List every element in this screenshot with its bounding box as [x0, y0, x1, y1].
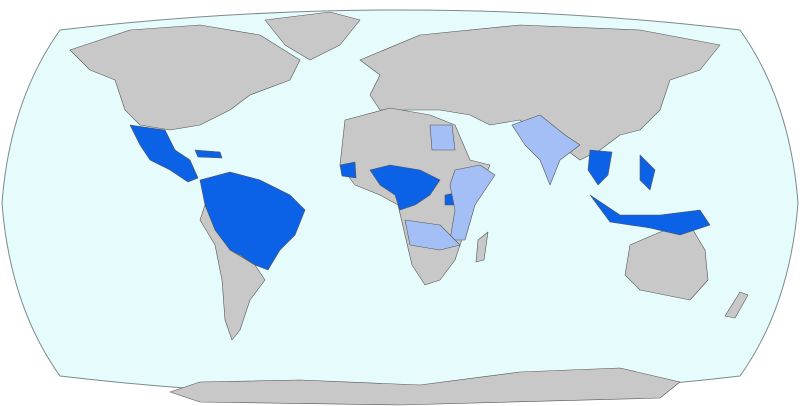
east-africa	[449, 164, 496, 241]
southern-central-africa	[404, 219, 461, 251]
philippines	[639, 154, 656, 191]
caribbean	[194, 149, 223, 159]
west-africa	[339, 161, 357, 179]
new-zealand	[724, 291, 749, 319]
south-america-north	[199, 171, 306, 271]
antarctica	[169, 367, 681, 406]
egypt	[429, 124, 456, 151]
madagascar	[475, 231, 489, 263]
south-asia	[511, 114, 581, 186]
north-america	[69, 24, 301, 131]
west-central-africa	[369, 164, 441, 211]
greenland	[264, 11, 361, 61]
indonesia	[589, 194, 711, 236]
highlighted-dark	[129, 124, 711, 271]
mexico-central-america	[129, 124, 199, 183]
highlighted-light	[404, 114, 581, 251]
southeast-asia	[587, 149, 613, 186]
